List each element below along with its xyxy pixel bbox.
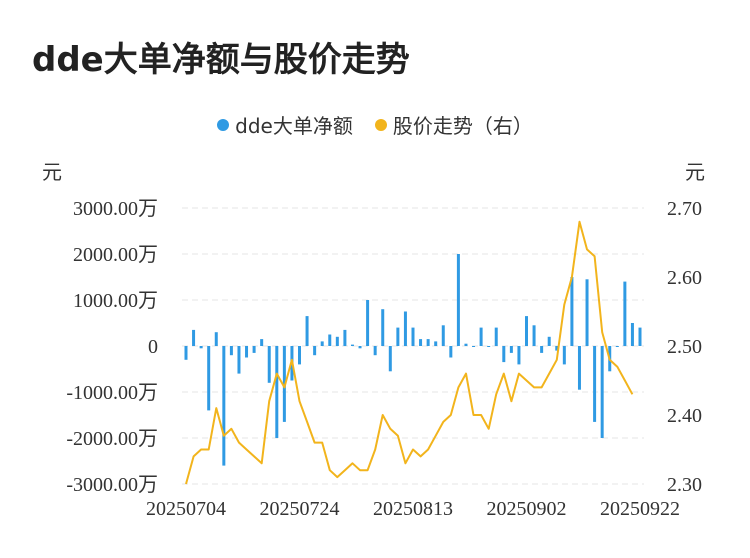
legend-label-price: 股价走势（右）	[392, 114, 533, 138]
dde-bar	[229, 346, 233, 356]
x-tick-label: 20250813	[373, 498, 453, 520]
dde-bar	[585, 279, 589, 346]
right-tick-label: 2.70	[667, 198, 702, 220]
dde-bar	[222, 346, 226, 466]
dde-bar	[403, 311, 407, 346]
dde-bar	[396, 327, 400, 346]
dde-bar	[305, 316, 309, 346]
left-tick-label: 1000.00万	[73, 290, 158, 312]
dde-bar	[532, 325, 536, 346]
dde-bar	[441, 325, 445, 346]
dde-bar	[207, 346, 211, 411]
left-tick-label: -2000.00万	[66, 428, 158, 450]
dde-bar	[577, 346, 581, 390]
dde-bar	[313, 346, 317, 356]
dde-bar	[298, 346, 301, 365]
dde-bar	[320, 341, 324, 346]
dde-bar	[638, 327, 642, 346]
dde-bar	[449, 346, 453, 358]
dde-bar	[199, 346, 203, 349]
dde-bar	[570, 277, 574, 346]
dde-bar	[350, 344, 354, 346]
x-tick-label: 20250902	[487, 498, 567, 520]
chart-title: dde大单净额与股价走势	[32, 40, 410, 80]
legend-dot-dde	[217, 118, 230, 131]
dde-bar	[540, 346, 544, 353]
dde-bar	[525, 316, 528, 346]
dde-bar	[275, 346, 279, 438]
dde-bar	[502, 346, 506, 363]
left-tick-label: 2000.00万	[73, 244, 158, 266]
right-tick-label: 2.40	[667, 405, 702, 427]
dde-bar	[494, 327, 498, 346]
dde-bar	[630, 323, 634, 346]
x-tick-label: 20250724	[260, 498, 340, 520]
right-axis-unit: 元	[685, 160, 705, 184]
dde-bar	[245, 346, 249, 358]
dde-bar	[373, 346, 377, 356]
dde-bar	[464, 343, 468, 346]
left-tick-label: 3000.00万	[73, 198, 158, 220]
right-tick-label: 2.50	[667, 336, 702, 358]
dde-bar	[509, 346, 513, 353]
left-axis-unit: 元	[42, 160, 62, 184]
dde-bar	[381, 309, 385, 346]
dde-bar	[593, 346, 597, 422]
dde-bar	[547, 336, 551, 346]
dde-bar	[335, 336, 339, 346]
dde-bar	[615, 346, 619, 347]
legend-item-price[interactable]: 股价走势（右）	[374, 110, 533, 139]
dde-bar	[388, 346, 392, 372]
dde-bar	[472, 346, 476, 347]
dde-bar	[192, 329, 196, 346]
dde-bar	[487, 346, 491, 347]
dde-bar	[555, 346, 559, 351]
legend-item-dde[interactable]: dde大单净额	[217, 110, 353, 139]
dde-bar	[562, 346, 566, 365]
x-tick-label: 20250704	[146, 498, 226, 520]
left-tick-label: 0	[148, 336, 158, 358]
dde-bar	[252, 346, 256, 353]
legend-label-dde: dde大单净额	[235, 114, 353, 138]
dde-bar	[260, 339, 264, 346]
price-line	[185, 220, 634, 485]
dde-bar	[426, 339, 430, 346]
dde-bar	[184, 346, 188, 360]
legend-dot-price	[374, 118, 387, 131]
dde-bar	[214, 332, 218, 346]
dde-bar	[434, 341, 438, 346]
dde-bar	[479, 327, 483, 346]
dde-bar	[328, 334, 332, 346]
x-tick-label: 20250922	[600, 498, 680, 520]
dde-bar	[456, 254, 460, 346]
dde-bar	[623, 281, 627, 346]
dde-bar	[517, 346, 521, 365]
right-tick-label: 2.60	[667, 267, 702, 289]
dde-bar	[267, 346, 271, 383]
legend: dde大单净额 股价走势（右）	[0, 110, 750, 139]
dde-bar	[419, 339, 423, 346]
left-tick-label: -1000.00万	[66, 382, 158, 404]
left-tick-label: -3000.00万	[66, 474, 158, 496]
right-tick-label: 2.30	[667, 474, 702, 496]
dde-bar	[600, 346, 604, 438]
dde-bar	[237, 346, 241, 374]
dde-bar	[366, 300, 370, 346]
dde-bar	[358, 346, 362, 349]
dde-bar	[411, 327, 415, 346]
dde-bar	[343, 329, 347, 346]
